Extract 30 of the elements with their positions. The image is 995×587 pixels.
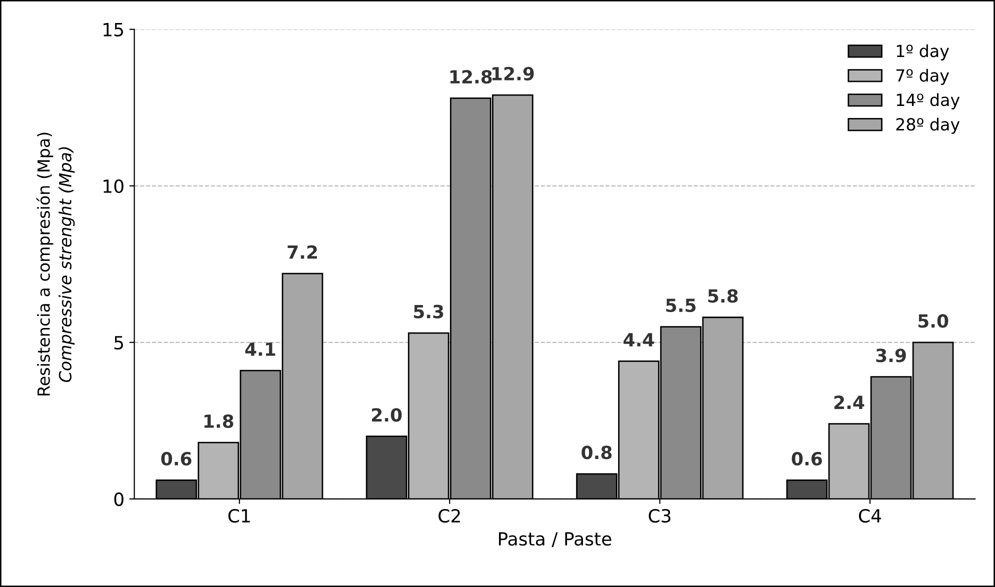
- legend-label: 7º day: [896, 68, 949, 85]
- y-tick-label: 15: [104, 23, 124, 36]
- data-label: 0.6: [161, 452, 192, 466]
- data-label: 12.8: [450, 70, 492, 84]
- x-axis-title: Pasta / Paste: [498, 532, 612, 548]
- x-tick-label: C3: [648, 508, 670, 523]
- data-label: 4.4: [624, 333, 654, 346]
- y-tick-label: 0: [114, 492, 124, 506]
- data-label: 0.6: [792, 452, 822, 466]
- data-label: 2.0: [372, 408, 402, 422]
- data-label: 12.9: [492, 66, 534, 80]
- data-label: 5.5: [666, 298, 696, 312]
- legend-label: 28º day: [896, 118, 960, 134]
- data-label: 1.8: [204, 414, 234, 428]
- data-label: 0.8: [582, 446, 612, 460]
- data-label: 5.0: [918, 314, 948, 328]
- data-label: 5.8: [708, 289, 738, 303]
- x-tick-label: C4: [858, 508, 882, 523]
- data-label: 3.9: [876, 348, 906, 362]
- data-label: 2.4: [834, 396, 864, 409]
- y-tick-label: 10: [104, 179, 124, 193]
- legend-label: 14º day: [896, 93, 960, 110]
- y-axis-title: Resistencia a compresión (Mpa) Compressive strenght (Mpa): [36, 132, 75, 396]
- legend-label: 1º day: [896, 44, 949, 60]
- data-label: 5.3: [414, 304, 444, 318]
- data-label: 4.1: [245, 342, 276, 356]
- x-tick-label: C2: [438, 508, 460, 523]
- y-tick-label: 5: [114, 336, 124, 350]
- data-label: 7.2: [288, 245, 317, 259]
- x-tick-label: C1: [228, 508, 250, 523]
